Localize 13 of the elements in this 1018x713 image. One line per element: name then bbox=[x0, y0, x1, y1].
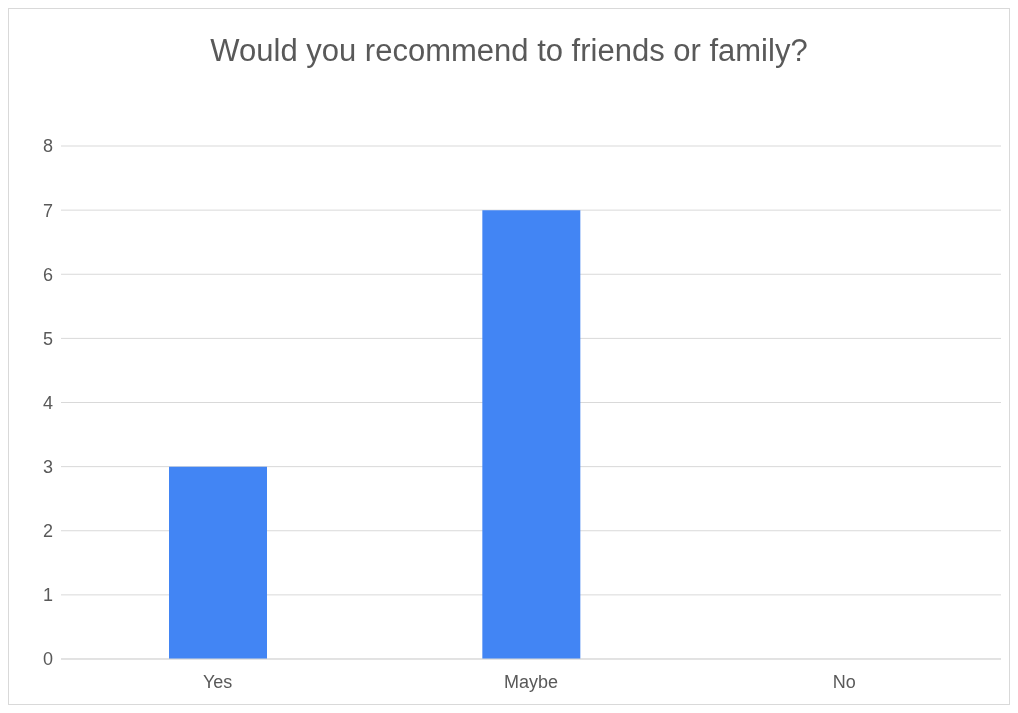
chart-title: Would you recommend to friends or family? bbox=[209, 32, 809, 70]
y-tick-label: 6 bbox=[42, 264, 53, 285]
y-tick-label: 1 bbox=[42, 585, 53, 606]
y-tick-label: 3 bbox=[42, 457, 53, 478]
y-tick-label: 7 bbox=[42, 200, 53, 221]
y-tick-label: 4 bbox=[42, 392, 53, 413]
y-tick-label: 5 bbox=[42, 328, 53, 349]
y-tick-label: 0 bbox=[42, 649, 53, 670]
y-tick-label: 2 bbox=[42, 521, 53, 542]
x-tick-label: Yes bbox=[202, 671, 233, 692]
x-tick-label: No bbox=[832, 671, 856, 692]
y-tick-label: 8 bbox=[42, 136, 53, 157]
x-tick-label: Maybe bbox=[503, 671, 559, 692]
